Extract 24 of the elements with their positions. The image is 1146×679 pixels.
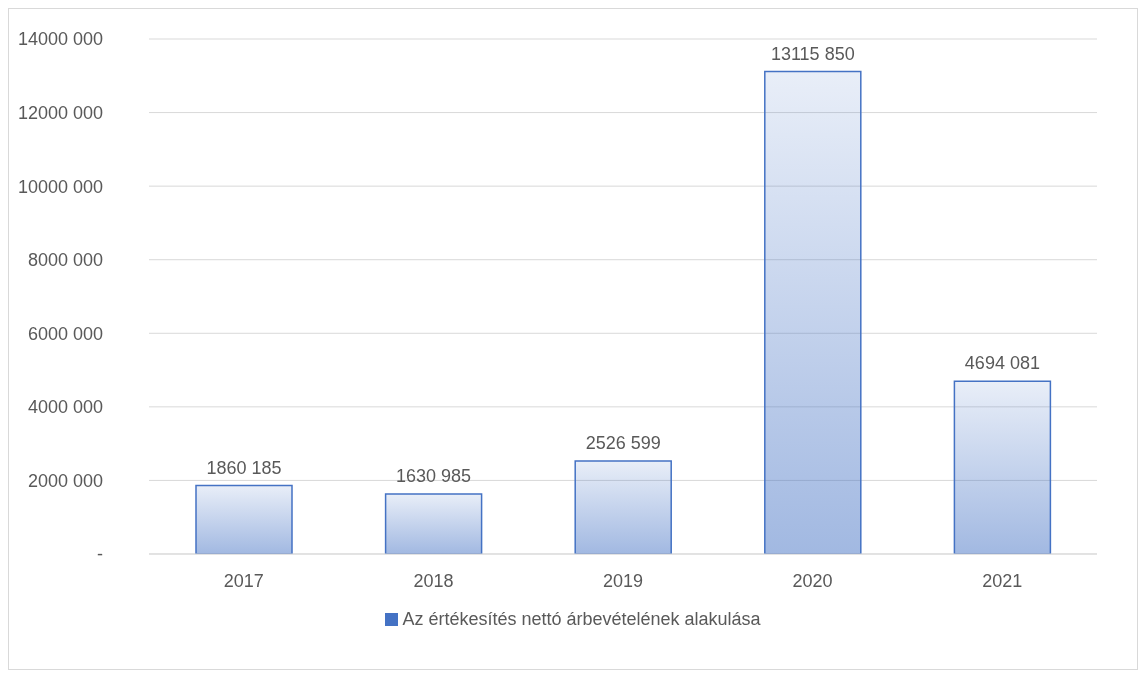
y-tick-label: 10000 000 [17, 176, 103, 197]
y-tick-label: 2000 000 [27, 470, 103, 491]
data-label: 2526 599 [585, 433, 661, 454]
data-label: 1860 185 [206, 457, 282, 478]
data-label: 13115 850 [770, 43, 855, 64]
x-tick-label: 2021 [982, 570, 1023, 591]
bar [574, 460, 672, 554]
x-tick-label: 2019 [602, 570, 644, 591]
bar [195, 484, 293, 554]
y-tick-label: 8000 000 [27, 250, 103, 271]
x-tick-label: 2017 [223, 570, 264, 591]
bar [384, 493, 483, 554]
y-tick-label: 6000 000 [27, 323, 103, 344]
x-tick-label: 2018 [413, 570, 454, 591]
x-tick-label: 2020 [792, 570, 833, 591]
bar [953, 380, 1052, 554]
bar [764, 70, 862, 554]
data-label: 4694 081 [964, 353, 1040, 374]
y-tick-label: 14000 000 [17, 29, 103, 50]
legend-label: Az értékesítés nettó árbevételének alakulása [401, 609, 761, 630]
data-label: 1630 985 [396, 466, 472, 486]
y-tick-label: - [97, 544, 103, 565]
y-tick-label: 12000 000 [17, 102, 103, 123]
y-tick-label: 4000 000 [27, 397, 103, 418]
